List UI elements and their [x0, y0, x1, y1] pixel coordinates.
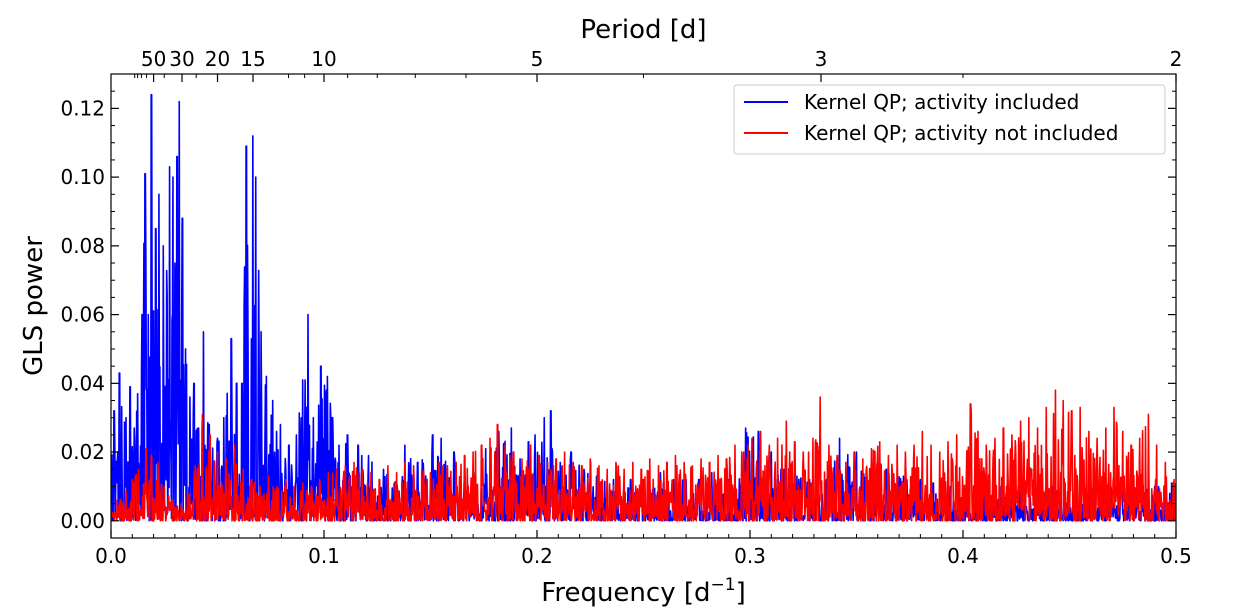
x-tick-label: 0.5	[1160, 544, 1192, 568]
legend-box	[733, 84, 1166, 155]
y-tick-label: 0.06	[60, 303, 105, 327]
top-tick-label: 3	[815, 47, 828, 71]
series-line-activity-not-included	[111, 389, 1176, 522]
x-tick-label: 0.2	[521, 544, 553, 568]
y-tick-label: 0.10	[60, 165, 105, 189]
y-tick-label: 0.02	[60, 440, 105, 464]
top-tick-label: 10	[311, 47, 336, 71]
top-tick-label: 2	[1170, 47, 1183, 71]
top-axis-title: Period [d]	[580, 15, 706, 45]
legend-label-activity-included: Kernel QP; activity included	[804, 90, 1079, 114]
y-tick-label: 0.08	[60, 234, 105, 258]
x-axis-title: Frequency [d−1]	[541, 575, 745, 608]
top-tick-label: 15	[240, 47, 265, 71]
ticks-layer: 0.0 0.1 0.2 0.3 0.4 0.5 0.00 0.02 0.04 0.06 0.08 0.…	[60, 47, 1191, 568]
y-tick-label: 0.12	[60, 96, 105, 120]
top-tick-label: 5	[531, 47, 544, 71]
legend: Kernel QP; activity included Kernel QP; …	[733, 84, 1166, 155]
x-tick-label: 0.3	[734, 544, 766, 568]
x-tick-label: 0.4	[947, 544, 979, 568]
x-tick-label: 0.0	[95, 544, 127, 568]
legend-label-activity-not-included: Kernel QP; activity not included	[804, 121, 1118, 145]
top-tick-label: 50	[141, 47, 166, 71]
x-tick-label: 0.1	[308, 544, 340, 568]
x-axis-title-suffix: ]	[736, 578, 746, 608]
y-axis-title: GLS power	[19, 236, 49, 376]
y-tick-label: 0.04	[60, 371, 105, 395]
y-tick-label: 0.00	[60, 509, 105, 533]
x-axis-title-main: Frequency [d	[541, 578, 710, 608]
top-tick-label: 30	[169, 47, 194, 71]
series-layer	[111, 93, 1176, 522]
x-axis-title-superscript: −1	[711, 575, 736, 595]
top-tick-label: 20	[205, 47, 230, 71]
